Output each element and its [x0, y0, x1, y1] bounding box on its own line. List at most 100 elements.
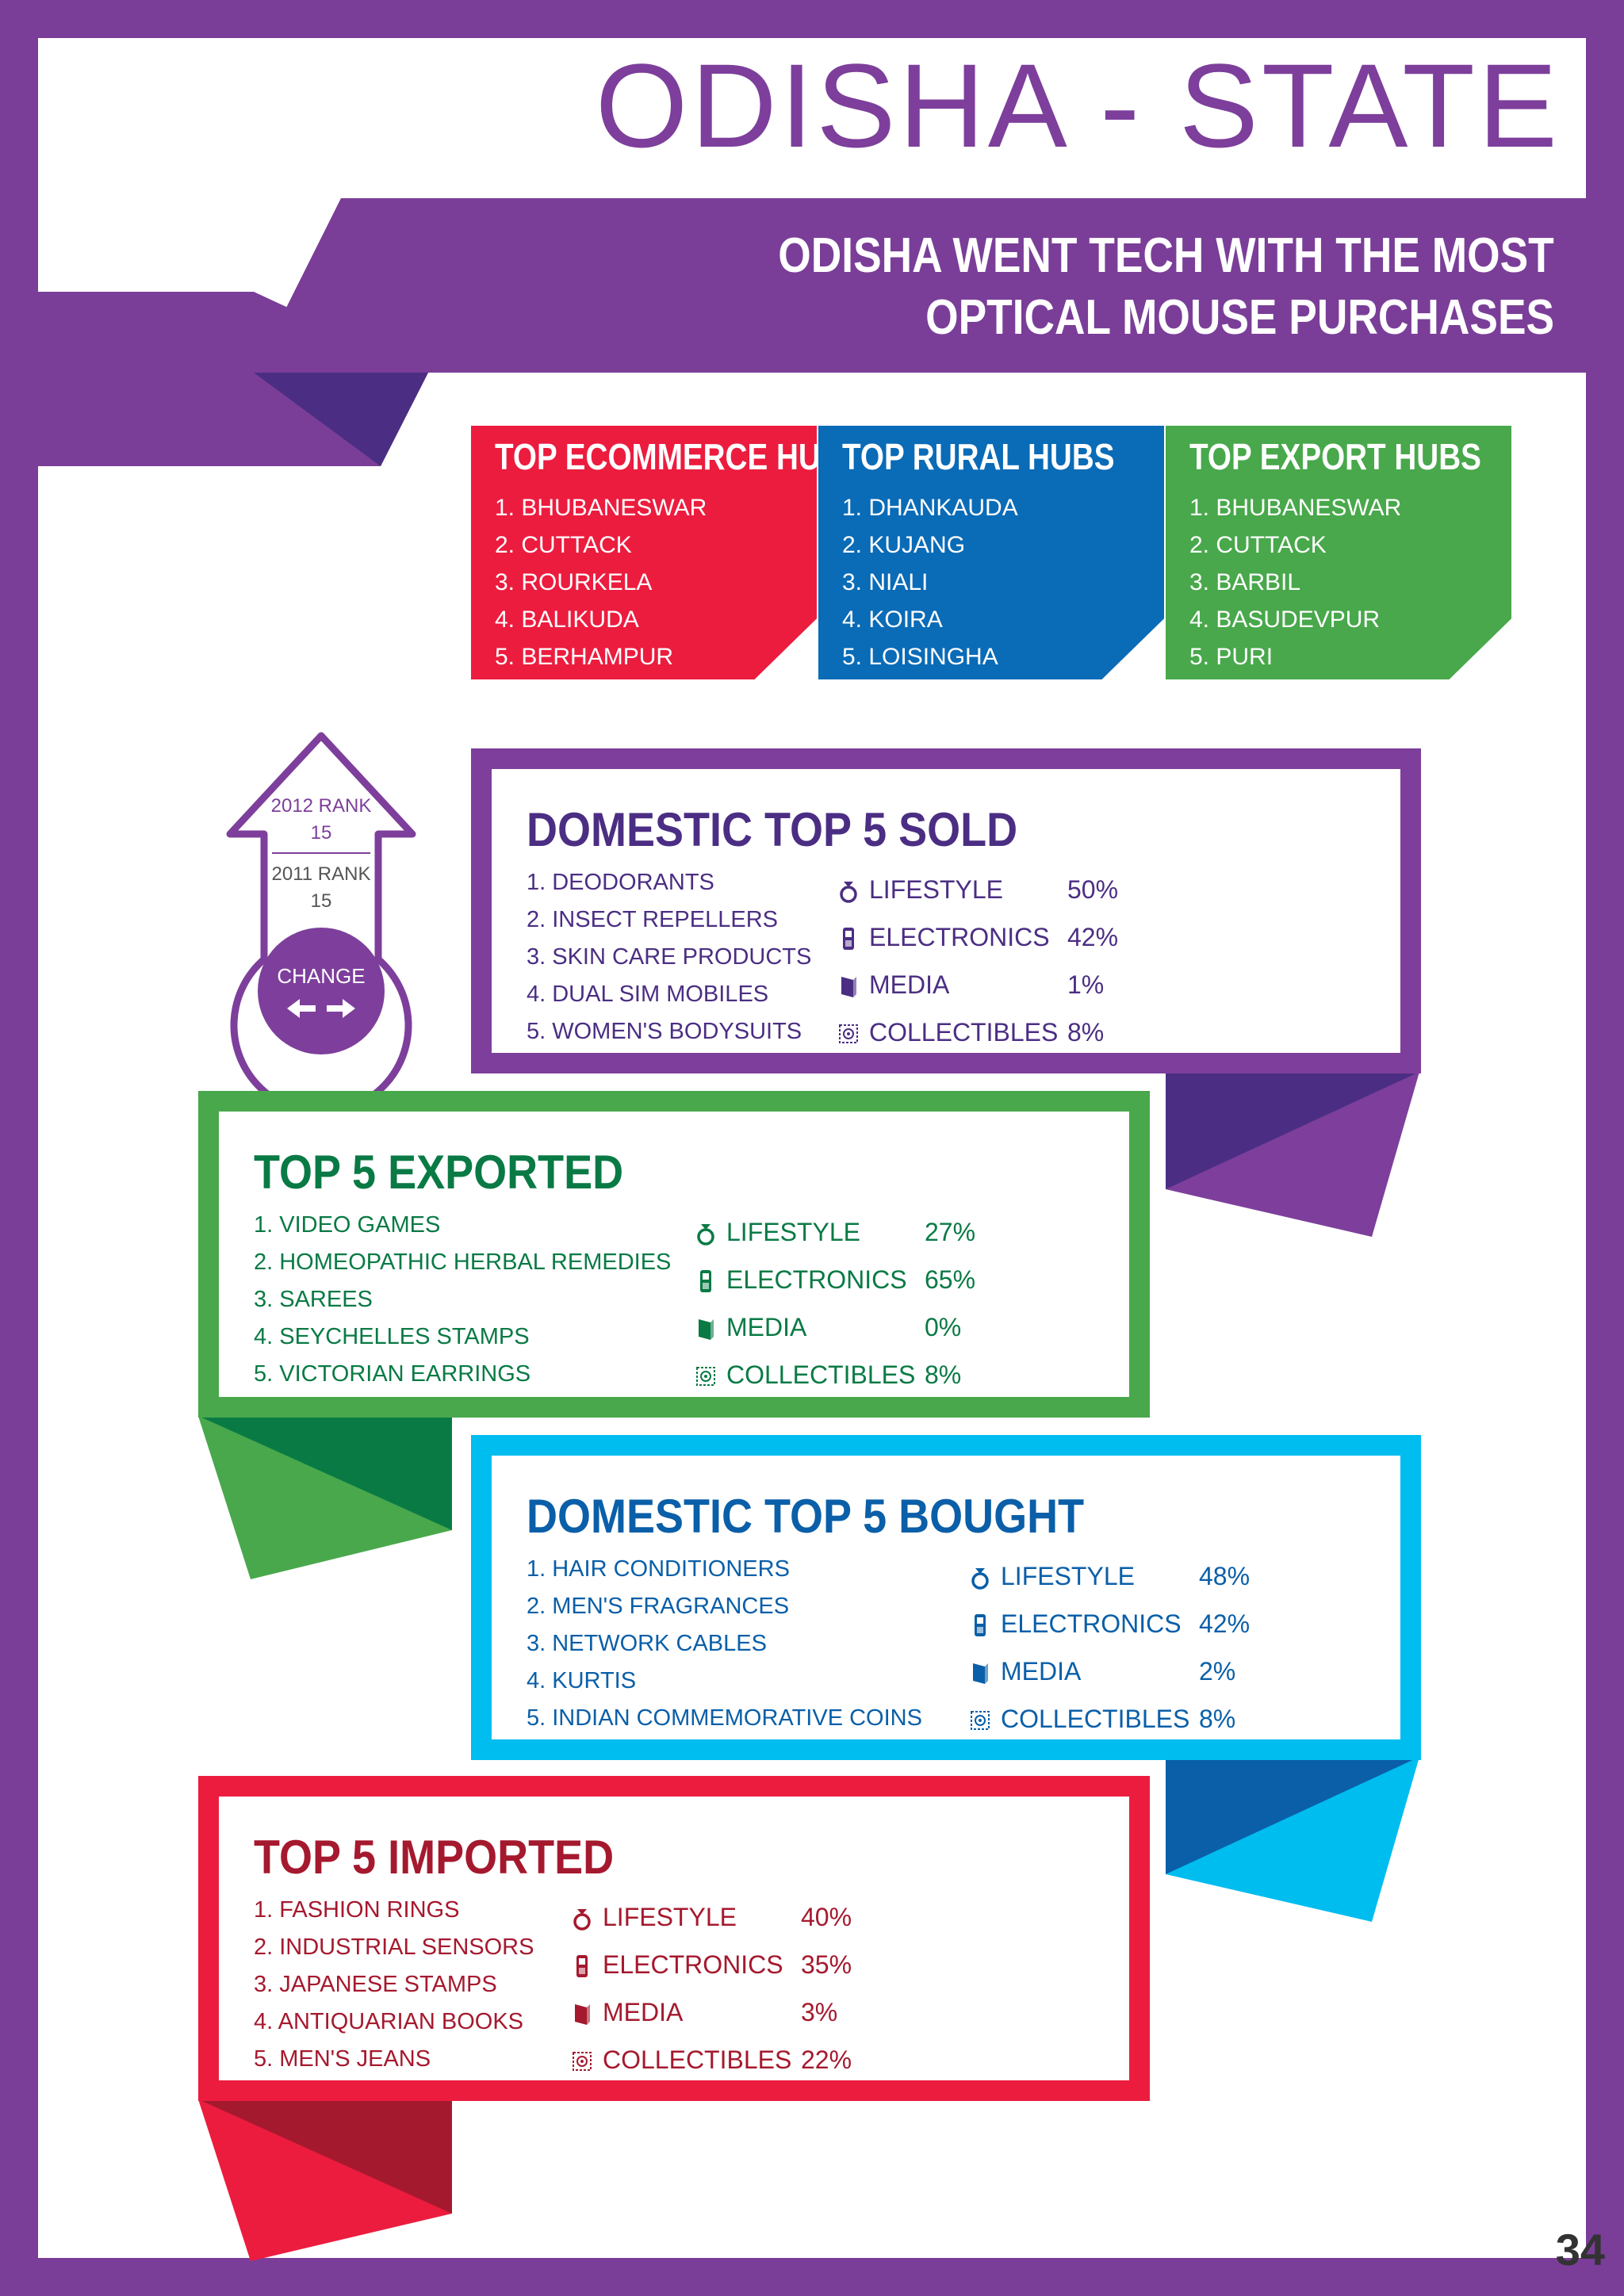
hub-list-item: 2. CUTTACK: [1189, 532, 1327, 558]
bought-list: 1. HAIR CONDITIONERS 2. MEN'S FRAGRANCES 3…: [527, 1551, 922, 1737]
book-icon: [969, 1660, 991, 1686]
list-item: 3. SKIN CARE PRODUCTS: [527, 944, 812, 970]
hub-list-item: 1. BHUBANESWAR: [495, 495, 707, 521]
rank-2011: 2011 RANK 15: [258, 861, 385, 915]
stamp-icon: [695, 1364, 717, 1389]
stamp-icon: [571, 2049, 593, 2074]
hub-list-item: 1. BHUBANESWAR: [1189, 495, 1402, 521]
hub-list-item: 3. ROURKELA: [495, 569, 653, 595]
list-item: 1. VIDEO GAMES: [254, 1212, 441, 1238]
category-name: MEDIA: [726, 1313, 807, 1341]
category-percent: 8%: [925, 1360, 962, 1389]
category-percent: 2%: [1199, 1657, 1236, 1686]
hub-list: 1. BHUBANESWAR 2. CUTTACK 3. ROURKELA 4. BA…: [495, 489, 707, 675]
category-name: MEDIA: [869, 970, 950, 999]
mobile-icon: [837, 926, 860, 951]
category-name: MEDIA: [1001, 1657, 1082, 1686]
rank-2012-label: 2012 RANK: [270, 795, 372, 817]
stamp-icon: [837, 1021, 860, 1047]
ring-icon: [837, 878, 860, 904]
exported-list: 1. VIDEO GAMES 2. HOMEOPATHIC HERBAL REME…: [254, 1207, 671, 1393]
stamp-icon: [969, 1708, 991, 1733]
category-percent: 3%: [801, 1998, 838, 2026]
hub-list-item: 4. BASUDEVPUR: [1189, 607, 1381, 633]
mobile-icon: [571, 1954, 593, 1979]
category-name: LIFESTYLE: [603, 1903, 737, 1931]
hub-list-item: 2. CUTTACK: [495, 532, 632, 558]
sold-ribbon-shadow: [1166, 1072, 1419, 1189]
hub-list-item: 4. BALIKUDA: [495, 607, 639, 633]
list-item: 5. MEN'S JEANS: [254, 2046, 431, 2072]
category-percent: 27%: [925, 1218, 976, 1246]
list-item: 4. SEYCHELLES STAMPS: [254, 1324, 530, 1349]
hub-list-item: 3. BARBIL: [1189, 569, 1301, 595]
hub-title: TOP ECOMMERCE HUBS: [495, 436, 864, 477]
category-percent: 48%: [1199, 1562, 1251, 1590]
category-percent: 42%: [1067, 923, 1119, 951]
ring-icon: [571, 1906, 593, 1931]
book-icon: [571, 2001, 593, 2026]
category-percent: 22%: [801, 2045, 852, 2074]
list-item: 3. JAPANESE STAMPS: [254, 1972, 497, 1997]
hub-panel-2: TOP RURAL HUBS 1. DHANKAUDA 2. KUJANG 3. NI…: [818, 426, 1164, 679]
category-percent: 8%: [1067, 1018, 1105, 1047]
category-percent: 8%: [1199, 1705, 1236, 1733]
list-item: 4. KURTIS: [527, 1668, 637, 1693]
hub-title: TOP EXPORT HUBS: [1189, 436, 1481, 477]
imported-list: 1. FASHION RINGS 2. INDUSTRIAL SENSORS 3. …: [254, 1892, 534, 2078]
hub-list-item: 4. KOIRA: [842, 607, 943, 633]
list-item: 1. FASHION RINGS: [254, 1897, 460, 1923]
hub-list: 1. BHUBANESWAR 2. CUTTACK 3. BARBIL 4. BASU…: [1189, 489, 1401, 675]
hub-list-item: 2. KUJANG: [842, 532, 966, 558]
imported-title: TOP 5 IMPORTED: [254, 1831, 615, 1884]
category-name: COLLECTIBLES: [603, 2045, 792, 2074]
category-name: ELECTRONICS: [603, 1950, 783, 1979]
hub-panel-1: TOP ECOMMERCE HUBS 1. BHUBANESWAR 2. CUTTA…: [471, 426, 817, 679]
exported-box: TOP 5 EXPORTED 1. VIDEO GAMES 2. HOMEOPATH…: [198, 1091, 1150, 1418]
ring-icon: [969, 1565, 991, 1590]
hub-list-item: 5. BERHAMPUR: [495, 644, 674, 670]
bought-title: DOMESTIC TOP 5 BOUGHT: [527, 1490, 1085, 1543]
hub-list-item: 3. NIALI: [842, 569, 929, 595]
category-name: COLLECTIBLES: [1001, 1705, 1190, 1733]
list-item: 1. HAIR CONDITIONERS: [527, 1556, 790, 1582]
category-percent: 50%: [1067, 875, 1119, 904]
category-name: ELECTRONICS: [1001, 1609, 1182, 1638]
mobile-icon: [695, 1269, 717, 1294]
category-percent: 40%: [801, 1903, 852, 1931]
category-percent: 35%: [801, 1950, 852, 1979]
page-number: 34: [1555, 2225, 1605, 2275]
category-name: MEDIA: [603, 1998, 684, 2026]
list-item: 5. INDIAN COMMEMORATIVE COINS: [527, 1705, 922, 1731]
hub-panel-3: TOP EXPORT HUBS 1. BHUBANESWAR 2. CUTTACK 3…: [1166, 426, 1511, 679]
hub-list-item: 1. DHANKAUDA: [842, 495, 1018, 521]
list-item: 2. MEN'S FRAGRANCES: [527, 1594, 790, 1619]
subtitle-line-1: ODISHA WENT TECH WITH THE MOST: [778, 228, 1554, 283]
rank-2012: 2012 RANK 15: [258, 793, 385, 847]
change-label: CHANGE: [277, 964, 366, 988]
sold-box: DOMESTIC TOP 5 SOLD 1. DEODORANTS 2. INSEC…: [471, 748, 1421, 1073]
left-arrow-icon: [287, 999, 316, 1018]
list-item: 1. DEODORANTS: [527, 870, 714, 895]
book-icon: [695, 1316, 717, 1341]
imported-box: TOP 5 IMPORTED 1. FASHION RINGS 2. INDUSTR…: [198, 1776, 1150, 2101]
sold-title: DOMESTIC TOP 5 SOLD: [527, 803, 1018, 856]
bought-box: DOMESTIC TOP 5 BOUGHT 1. HAIR CONDITIONER…: [471, 1435, 1421, 1760]
list-item: 4. DUAL SIM MOBILES: [527, 982, 769, 1007]
category-name: COLLECTIBLES: [869, 1018, 1059, 1047]
list-item: 2. HOMEOPATHIC HERBAL REMEDIES: [254, 1249, 672, 1275]
category-name: ELECTRONICS: [726, 1265, 907, 1294]
right-arrow-icon: [327, 999, 355, 1018]
category-name: ELECTRONICS: [869, 923, 1050, 951]
list-item: 3. SAREES: [254, 1287, 373, 1312]
page-title: ODISHA - STATE: [595, 39, 1561, 172]
list-item: 5. VICTORIAN EARRINGS: [254, 1361, 531, 1387]
ring-icon: [695, 1221, 717, 1246]
header-ribbon-fold-shadow: [254, 373, 428, 466]
category-name: LIFESTYLE: [869, 875, 1003, 904]
hub-list-item: 5. LOISINGHA: [842, 644, 998, 670]
list-item: 3. NETWORK CABLES: [527, 1631, 767, 1656]
exported-title: TOP 5 EXPORTED: [254, 1146, 624, 1199]
list-item: 4. ANTIQUARIAN BOOKS: [254, 2009, 524, 2034]
